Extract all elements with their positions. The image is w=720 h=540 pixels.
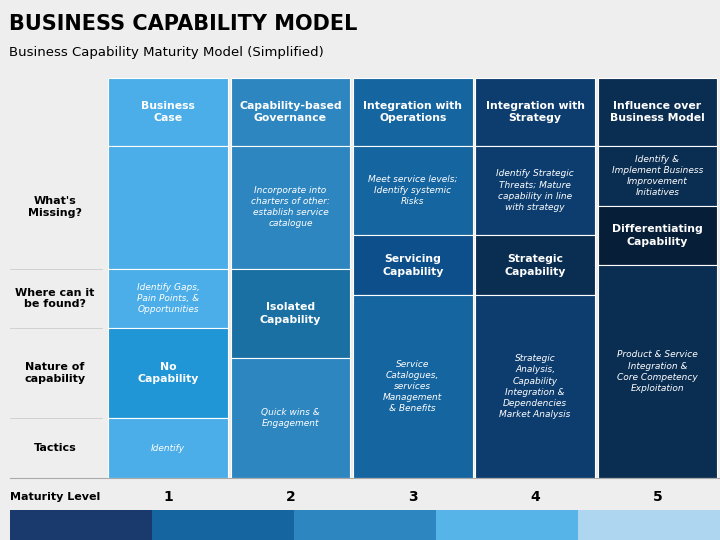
Text: Differentiating
Capability: Differentiating Capability (612, 224, 703, 247)
Bar (109, 418, 228, 478)
Text: Where can it
be found?: Where can it be found? (15, 288, 94, 309)
Bar (353, 146, 472, 235)
Bar (578, 510, 720, 540)
Bar (475, 235, 595, 295)
Text: Maturity Level: Maturity Level (9, 492, 100, 502)
Bar (598, 146, 717, 206)
Text: BUSINESS CAPABILITY MODEL: BUSINESS CAPABILITY MODEL (9, 14, 358, 33)
Text: Business
Case: Business Case (141, 101, 195, 123)
Bar (475, 146, 595, 235)
Text: No
Capability: No Capability (138, 362, 199, 384)
Text: Capability-based
Governance: Capability-based Governance (239, 101, 342, 123)
Text: 2: 2 (286, 490, 295, 504)
Text: What's
Missing?: What's Missing? (28, 197, 82, 218)
Text: Identify &
Implement Business
Improvement
Initiatives: Identify & Implement Business Improvemen… (612, 154, 703, 197)
Bar (152, 510, 294, 540)
Bar (353, 295, 472, 478)
Text: Servicing
Capability: Servicing Capability (382, 254, 444, 276)
Text: Quick wins &
Engagement: Quick wins & Engagement (261, 408, 320, 428)
Text: Identify Strategic
Threats; Mature
capability in line
with strategy: Identify Strategic Threats; Mature capab… (496, 170, 574, 212)
Text: 5: 5 (652, 490, 662, 504)
Text: Service
Catalogues,
services
Management
& Benefits: Service Catalogues, services Management … (383, 360, 442, 413)
Bar (353, 78, 472, 146)
Bar (598, 265, 717, 478)
Bar (230, 269, 350, 359)
Text: Tactics: Tactics (33, 443, 76, 453)
Text: Integration with
Operations: Integration with Operations (364, 101, 462, 123)
Text: Isolated
Capability: Isolated Capability (260, 302, 321, 325)
Bar (353, 235, 472, 295)
Text: Product & Service
Integration &
Core Competency
Exploitation: Product & Service Integration & Core Com… (617, 350, 698, 393)
Bar (436, 510, 578, 540)
Text: Strategic
Capability: Strategic Capability (505, 254, 566, 276)
Bar (598, 206, 717, 265)
Text: Influence over
Business Model: Influence over Business Model (610, 101, 705, 123)
Text: Identify: Identify (151, 443, 185, 453)
Bar (9, 510, 152, 540)
Bar (475, 295, 595, 478)
Bar (109, 146, 228, 269)
Text: 4: 4 (530, 490, 540, 504)
Text: 1: 1 (163, 490, 173, 504)
Bar (475, 78, 595, 146)
Text: Meet service levels;
Identify systemic
Risks: Meet service levels; Identify systemic R… (368, 175, 457, 206)
Bar (230, 146, 350, 269)
Text: Nature of
capability: Nature of capability (24, 362, 86, 384)
Text: Incorporate into
charters of other:
establish service
catalogue: Incorporate into charters of other: esta… (251, 186, 330, 228)
Bar (109, 269, 228, 328)
Bar (109, 328, 228, 418)
Text: Identify Gaps,
Pain Points, &
Opportunities: Identify Gaps, Pain Points, & Opportunit… (137, 283, 199, 314)
Bar (230, 78, 350, 146)
Bar (294, 510, 436, 540)
Text: Strategic
Analysis,
Capability
Integration &
Dependencies
Market Analysis: Strategic Analysis, Capability Integrati… (500, 354, 571, 419)
Bar (109, 78, 228, 146)
Bar (230, 359, 350, 478)
Text: Business Capability Maturity Model (Simplified): Business Capability Maturity Model (Simp… (9, 46, 324, 59)
Text: 3: 3 (408, 490, 418, 504)
Text: Integration with
Strategy: Integration with Strategy (485, 101, 585, 123)
Bar (598, 78, 717, 146)
